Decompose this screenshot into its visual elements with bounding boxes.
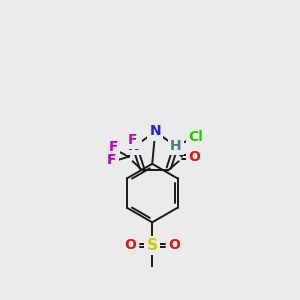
Text: S: S bbox=[147, 238, 158, 253]
Text: N: N bbox=[149, 124, 161, 139]
Text: F: F bbox=[109, 140, 118, 154]
Text: N: N bbox=[128, 140, 140, 153]
Text: O: O bbox=[125, 238, 136, 252]
Text: H: H bbox=[170, 139, 182, 153]
Text: F: F bbox=[107, 153, 117, 167]
Text: Cl: Cl bbox=[188, 130, 203, 144]
Text: F: F bbox=[128, 133, 137, 147]
Text: O: O bbox=[168, 238, 180, 252]
Text: O: O bbox=[188, 150, 200, 164]
